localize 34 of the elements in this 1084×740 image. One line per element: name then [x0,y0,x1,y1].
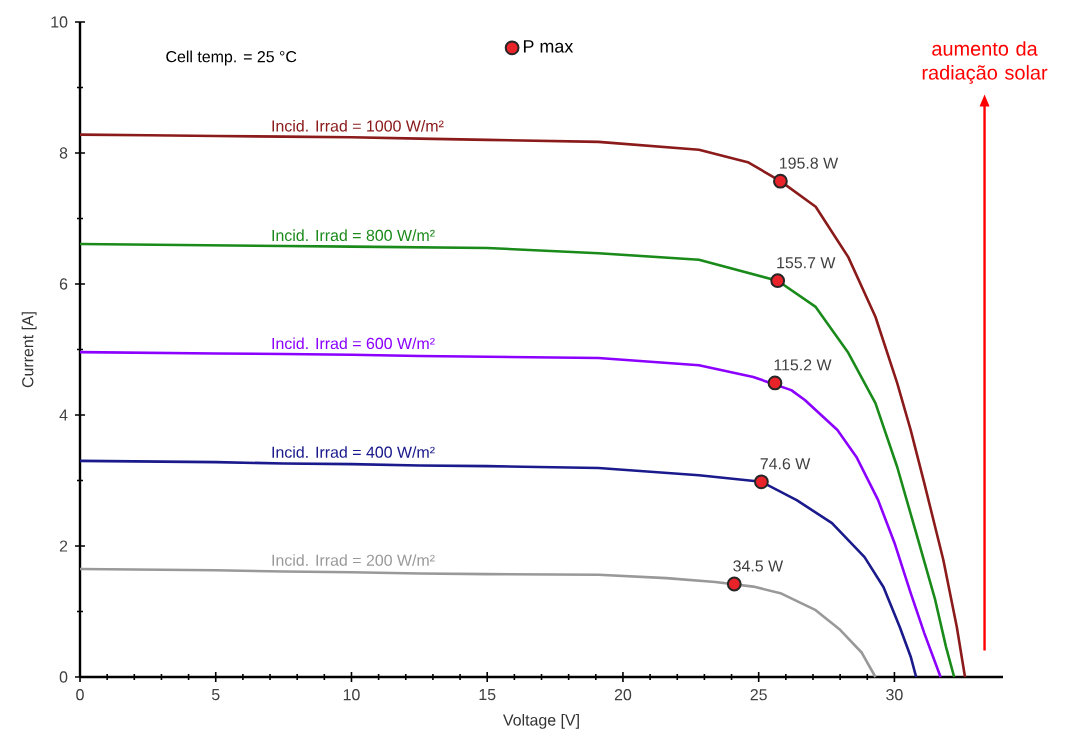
x-tick-label: 20 [614,689,632,701]
y-tick-label: 4 [59,409,68,421]
x-tick-label: 30 [886,689,903,701]
point [754,474,769,490]
point [726,576,742,592]
y-tick-label: 6 [59,278,68,290]
point [770,273,786,289]
y-tick-label: 0 [59,671,68,683]
series-label: Incid. Irrad = 800 W/m² [272,229,435,242]
x-tick-label: 15 [479,689,496,701]
series-label: Incid. Irrad = 1000 W/m² [272,119,444,132]
y-tick-label: 8 [59,147,68,159]
x-axis-title: Voltage [V] [503,713,579,729]
series-label: Incid. Irrad = 600 W/m² [272,337,435,350]
annotation: 115.2 W [774,359,832,371]
line-series [78,133,967,679]
x-tick-label: 5 [211,689,220,701]
annotation: 155.7 W [777,257,836,269]
y-tick-label: 10 [51,16,68,28]
x-tick-label: 0 [76,689,84,701]
x-tick-label: 25 [750,689,767,701]
annotation: 195.8 W [780,157,839,169]
annotation: Cell temp. = 25 °C [166,50,297,66]
point [767,375,783,391]
point [773,173,788,189]
legend-label: P max [523,40,574,53]
annotation: aumento da radiação solar [922,41,1048,84]
y-tick-label: 2 [59,540,68,552]
series-label: Incid. Irrad = 400 W/m² [272,446,435,458]
annotation: 34.5 W [733,560,784,572]
y-axis-title: Current [A] [21,312,37,388]
x-tick-label: 10 [343,689,360,701]
annotation: 74.6 W [760,458,811,470]
series-label: Incid. Irrad = 200 W/m² [272,554,435,566]
